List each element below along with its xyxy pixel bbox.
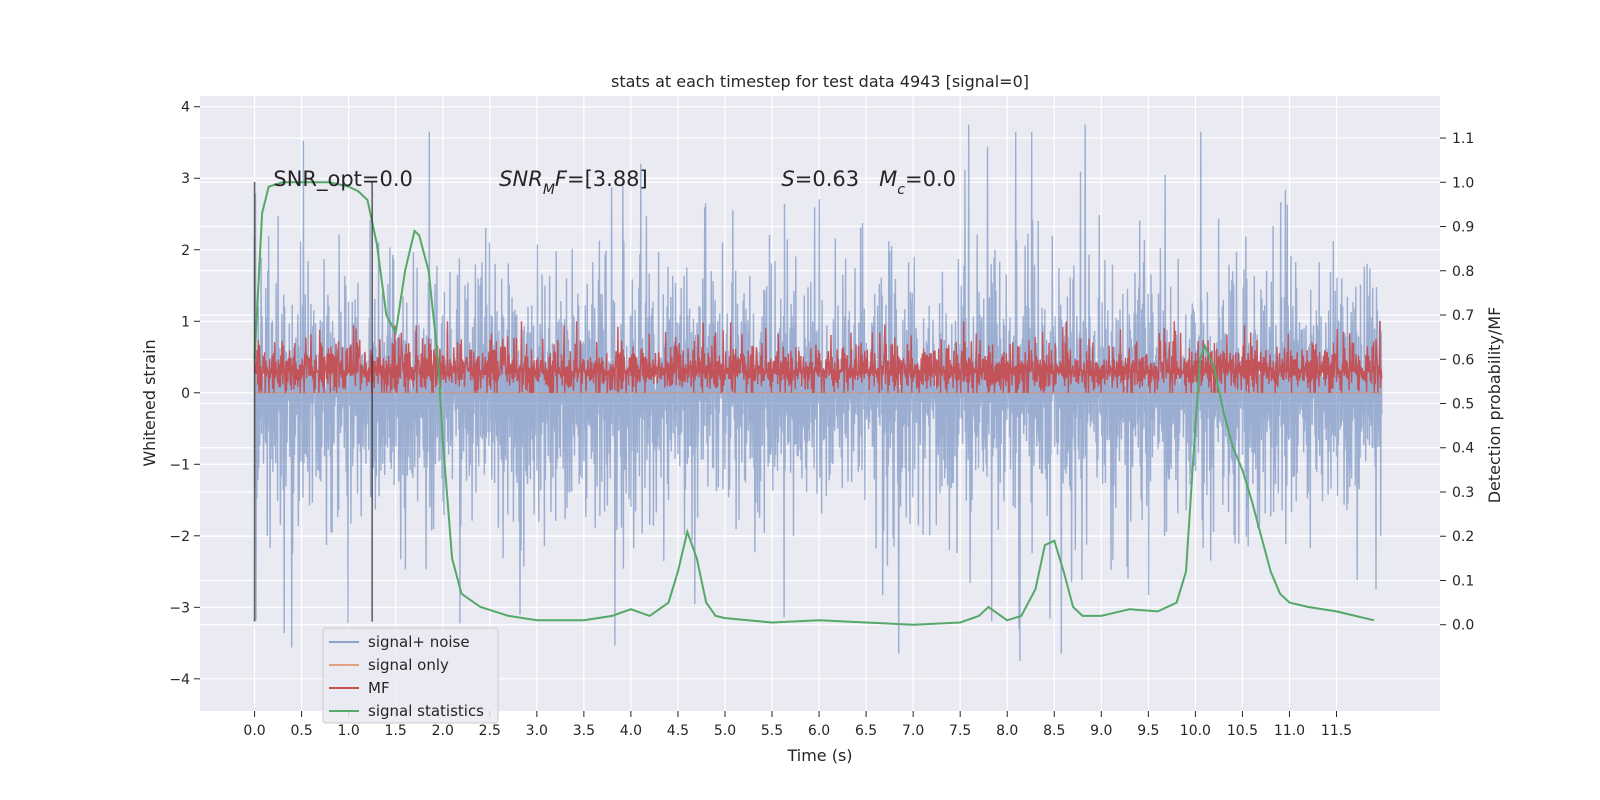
- y-tick-label: −4: [169, 672, 190, 688]
- x-tick-label: 0.5: [290, 723, 312, 739]
- y2-tick-label: 0.6: [1452, 352, 1474, 368]
- y-tick-label: 2: [181, 243, 190, 259]
- x-tick-label: 11.0: [1274, 723, 1305, 739]
- y2-tick-label: 1.0: [1452, 175, 1474, 191]
- y2-tick-label: 0.4: [1452, 441, 1474, 457]
- x-tick-label: 10.0: [1180, 723, 1211, 739]
- y-axis-label: Whitened strain: [140, 339, 159, 466]
- x-axis-label: Time (s): [786, 746, 852, 765]
- x-tick-label: 0.0: [243, 723, 265, 739]
- y2-tick-label: 0.8: [1452, 264, 1474, 280]
- legend-label: signal only: [368, 656, 449, 674]
- annotation-3: S=0.63 Mc=0.0: [781, 167, 956, 198]
- x-tick-label: 1.0: [338, 723, 360, 739]
- annotations: SNR_opt=0.0 SNRMF=[3.88] S=0.63 Mc=0.0: [273, 167, 956, 198]
- y2-tick-label: 0.1: [1452, 573, 1474, 589]
- legend-label: signal statistics: [368, 702, 484, 720]
- x-tick-label: 2.0: [432, 723, 454, 739]
- y2-tick-label: 0.7: [1452, 308, 1474, 324]
- x-tick-label: 4.0: [620, 723, 642, 739]
- x-tick-label: 11.5: [1321, 723, 1352, 739]
- x-tick-label: 8.0: [996, 723, 1018, 739]
- y2-tick-label: 0.9: [1452, 220, 1474, 236]
- y2-tick-label: 0.2: [1452, 529, 1474, 545]
- x-tick-label: 5.5: [761, 723, 783, 739]
- axis-ticks: 0.0 0.5 1.0 1.5 2.0 2.5 3.0 3.5 4.0 4.5 5.0 5.5 6.0 6…: [169, 100, 1474, 739]
- x-tick-label: 2.5: [479, 723, 501, 739]
- legend-label: signal+ noise: [368, 633, 470, 651]
- x-tick-label: 6.5: [855, 723, 877, 739]
- x-tick-label: 9.5: [1137, 723, 1159, 739]
- y2-tick-label: 1.1: [1452, 131, 1474, 147]
- annotation-1: SNR_opt=0.0: [273, 167, 413, 192]
- y-tick-label: 0: [181, 386, 190, 402]
- y-tick-label: −3: [169, 600, 190, 616]
- x-tick-label: 7.5: [949, 723, 971, 739]
- x-tick-label: 7.0: [902, 723, 924, 739]
- x-tick-label: 9.0: [1090, 723, 1112, 739]
- y2-axis-label: Detection probability/MF: [1485, 307, 1504, 504]
- x-tick-label: 6.0: [808, 723, 830, 739]
- series-signal-statistics: [253, 181, 1375, 626]
- x-tick-label: 3.5: [573, 723, 595, 739]
- y-tick-label: 4: [181, 100, 190, 116]
- legend-box: [322, 627, 499, 724]
- x-tick-label: 5.0: [714, 723, 736, 739]
- y-tick-label: −2: [169, 529, 190, 545]
- y2-tick-label: 0.0: [1452, 618, 1474, 634]
- x-tick-label: 10.5: [1227, 723, 1258, 739]
- annotation-2: SNRMF=[3.88]: [499, 167, 648, 198]
- chart-title: stats at each timestep for test data 494…: [611, 72, 1029, 91]
- legend-label: MF: [368, 679, 390, 697]
- y2-tick-label: 0.3: [1452, 485, 1474, 501]
- series-mf: [253, 321, 1383, 393]
- y2-tick-label: 0.5: [1452, 397, 1474, 413]
- y-tick-label: −1: [169, 457, 190, 473]
- y-tick-label: 3: [181, 171, 190, 187]
- x-tick-label: 4.5: [667, 723, 689, 739]
- x-tick-label: 3.0: [526, 723, 548, 739]
- vertical-markers: [253, 181, 373, 622]
- x-tick-label: 8.5: [1043, 723, 1065, 739]
- y-tick-label: 1: [181, 314, 190, 330]
- x-tick-label: 1.5: [385, 723, 407, 739]
- legend: signal+ noise signal only MF signal statist…: [322, 627, 499, 724]
- series-layer: [253, 124, 1383, 661]
